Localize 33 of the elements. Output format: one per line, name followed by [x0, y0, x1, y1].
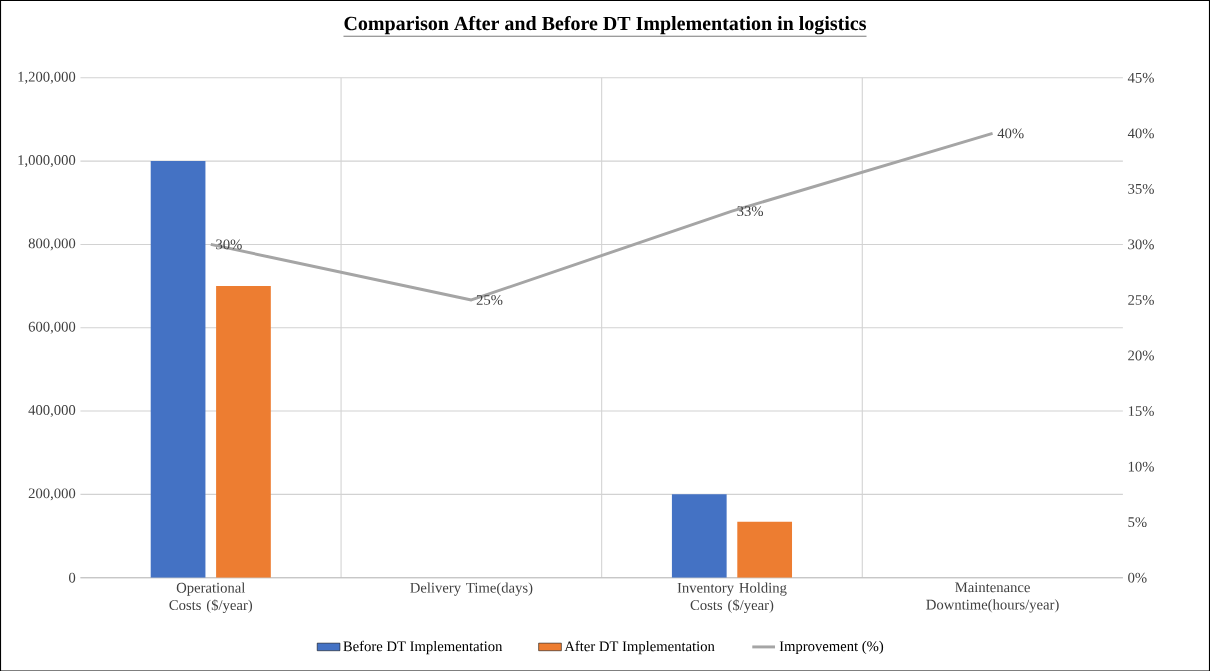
y-tick-label: 1,200,000: [18, 71, 76, 84]
y-tick-label: 400,000: [28, 404, 76, 417]
y2-tick-label: 40%: [1127, 128, 1154, 139]
data-label: 30%: [216, 239, 242, 250]
bar: [150, 160, 206, 578]
y2-tick-label: 25%: [1128, 294, 1154, 305]
x-tick-label: Delivery Time(days): [410, 582, 533, 596]
y2-tick-label: 0%: [1128, 572, 1147, 583]
y2-tick-label: 45%: [1127, 72, 1154, 83]
bar: [737, 521, 793, 578]
legend-label: Improvement (%): [779, 640, 884, 654]
y2-tick-label: 30%: [1128, 239, 1154, 250]
y-tick-label: 600,000: [28, 321, 76, 334]
bar: [216, 285, 271, 578]
chart-title: Comparison After and Before DT Implementation in logistics: [344, 15, 867, 35]
x-tick-label: Maintenance Downtime(hours/year): [926, 582, 1059, 613]
data-label: 25%: [476, 294, 503, 305]
y-tick-label: 200,000: [28, 488, 76, 501]
y2-tick-label: 35%: [1128, 183, 1154, 194]
y2-tick-label: 20%: [1128, 350, 1154, 361]
y2-tick-label: 10%: [1128, 461, 1154, 472]
y-tick-label: 1,000,000: [18, 154, 76, 167]
data-label: 40%: [997, 128, 1024, 139]
y2-tick-label: 5%: [1128, 516, 1147, 527]
y2-tick-label: 15%: [1128, 405, 1154, 416]
legend-label: After DT Implementation: [564, 640, 715, 654]
y-tick-label: 0: [69, 572, 76, 583]
x-tick-label: Operational Costs ($/year): [169, 582, 253, 613]
y-tick-label: 800,000: [28, 238, 76, 251]
data-label: 33%: [737, 205, 764, 216]
x-tick-label: Inventory Holding Costs ($/year): [677, 582, 787, 613]
legend-label: Before DT Implementation: [343, 640, 503, 654]
bar: [671, 494, 727, 578]
